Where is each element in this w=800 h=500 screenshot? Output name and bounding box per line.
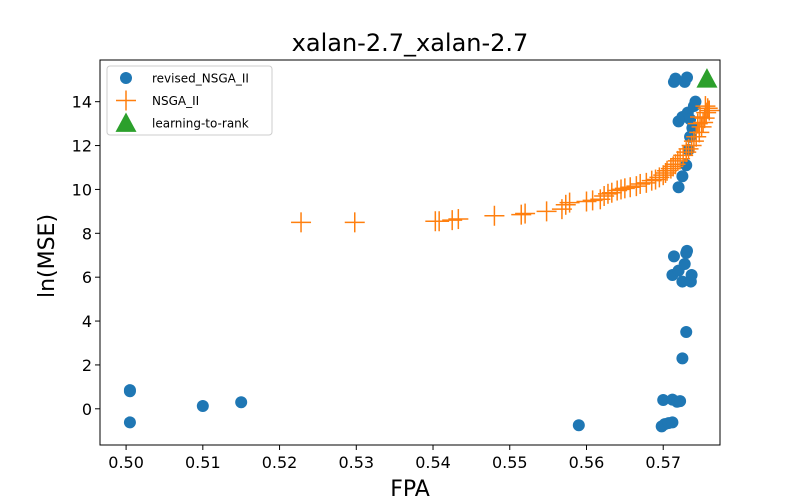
data-point <box>678 138 699 159</box>
data-point <box>683 131 704 152</box>
data-point <box>555 194 576 215</box>
data-point <box>680 326 693 339</box>
data-point <box>697 98 718 119</box>
data-point <box>667 150 688 171</box>
x-tick-label: 0.54 <box>415 453 451 472</box>
axes: 0.50 0.51 0.52 0.53 0.54 0.55 0.56 0.57 0 2 4 6 8 10 1… <box>72 59 721 472</box>
series-revised-nsga-ii <box>123 71 702 433</box>
data-point <box>607 180 628 201</box>
data-point <box>511 204 532 225</box>
data-point <box>665 154 686 175</box>
plot-area <box>123 68 720 433</box>
data-point <box>686 126 707 147</box>
series-learning-to-rank <box>696 68 718 88</box>
data-point <box>235 396 248 409</box>
data-point <box>672 181 685 194</box>
data-point <box>691 116 712 137</box>
data-point <box>696 68 718 88</box>
legend-entry-learning-to-rank: learning-to-rank <box>115 112 249 132</box>
data-point <box>667 250 680 263</box>
data-point <box>681 135 702 156</box>
legend-entry-revised-nsga-ii: revised_NSGA_II <box>120 72 249 86</box>
data-point <box>636 172 657 193</box>
y-tick-label: 0 <box>82 400 92 419</box>
data-point <box>429 211 450 232</box>
data-point <box>689 95 702 108</box>
y-tick-label: 10 <box>72 180 92 199</box>
legend-label-learning-to-rank: learning-to-rank <box>152 117 249 131</box>
data-point <box>196 399 209 412</box>
x-tick-label: 0.56 <box>569 453 605 472</box>
data-point <box>590 189 611 210</box>
data-point <box>515 203 536 224</box>
y-tick-label: 8 <box>82 224 92 243</box>
x-tick-label: 0.52 <box>262 453 298 472</box>
data-point <box>582 190 603 211</box>
data-point <box>597 183 618 204</box>
data-point <box>594 186 615 207</box>
data-point <box>676 275 689 288</box>
y-tick-label: 12 <box>72 137 92 156</box>
y-tick-label: 2 <box>82 356 92 375</box>
legend-label-revised-nsga-ii: revised_NSGA_II <box>152 72 249 86</box>
data-point <box>674 395 687 408</box>
data-point <box>693 112 714 133</box>
legend: revised_NSGA_II NSGA_II learning-to-rank <box>106 65 273 136</box>
data-point <box>666 416 679 429</box>
data-point <box>614 178 635 199</box>
data-point <box>344 212 365 233</box>
data-point <box>601 182 622 203</box>
y-tick-label: 4 <box>82 312 92 331</box>
data-point <box>676 170 689 183</box>
data-point <box>572 419 585 432</box>
legend-marker-learning-to-rank <box>115 112 137 132</box>
x-tick-label: 0.50 <box>108 453 144 472</box>
data-point <box>626 176 647 197</box>
data-point <box>536 201 557 222</box>
legend-box <box>106 65 273 136</box>
data-point <box>689 122 710 143</box>
x-axis-label: FPA <box>390 477 430 500</box>
data-point <box>684 113 697 126</box>
series-nsga-ii <box>291 96 720 233</box>
data-point <box>611 179 632 200</box>
x-tick-label: 0.53 <box>338 453 374 472</box>
data-point <box>669 72 682 85</box>
data-point <box>685 268 698 281</box>
y-tick-label: 14 <box>72 93 92 112</box>
data-point <box>657 394 670 407</box>
data-point <box>448 209 469 230</box>
data-point <box>291 212 312 233</box>
data-point <box>681 71 694 84</box>
axes-frame <box>99 59 721 446</box>
x-tick-label: 0.57 <box>645 453 681 472</box>
data-point <box>678 258 691 271</box>
legend-label-nsga-ii: NSGA_II <box>152 94 199 108</box>
data-point <box>676 352 689 365</box>
data-point <box>641 170 662 191</box>
data-point <box>687 113 708 134</box>
y-axis-label: ln(MSE) <box>35 214 60 298</box>
data-point <box>123 416 136 429</box>
chart-title: xalan-2.7_xalan-2.7 <box>292 29 529 57</box>
legend-marker-nsga-ii <box>116 90 136 111</box>
legend-entry-nsga-ii: NSGA_II <box>116 90 199 111</box>
x-tick-label: 0.51 <box>185 453 221 472</box>
data-point <box>559 192 580 213</box>
data-point <box>123 385 136 398</box>
y-tick-label: 6 <box>82 268 92 287</box>
legend-marker-revised-nsga-ii <box>120 72 132 84</box>
data-point <box>681 244 694 257</box>
data-point <box>695 96 716 117</box>
x-tick-label: 0.55 <box>492 453 528 472</box>
data-point <box>484 205 505 226</box>
